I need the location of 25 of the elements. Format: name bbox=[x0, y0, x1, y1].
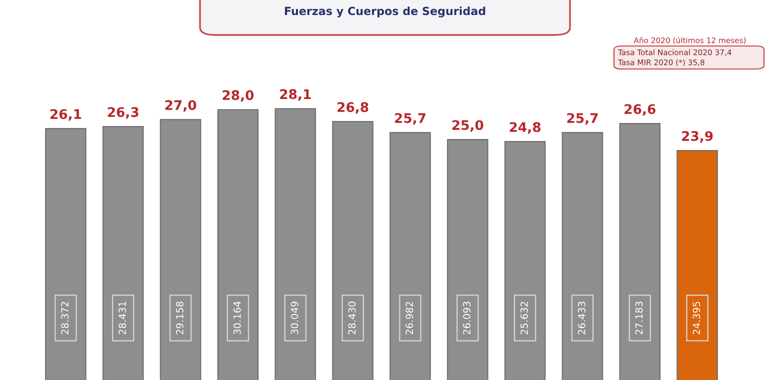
data-label: 27,0 bbox=[165, 100, 196, 112]
annotation: 30.049 bbox=[290, 302, 298, 334]
data-label: 26,3 bbox=[108, 107, 138, 119]
data-label: 26,6 bbox=[624, 104, 656, 116]
annotation: 25.632 bbox=[520, 302, 528, 334]
chart-title: Fuerzas y Cuerpos de Seguridad bbox=[284, 6, 486, 18]
annotation: 28.372 bbox=[61, 302, 69, 334]
annotation: 27.183 bbox=[635, 302, 643, 334]
annotation: 30.164 bbox=[233, 302, 241, 334]
data-label: 24,8 bbox=[510, 122, 540, 134]
annotation: 26.093 bbox=[463, 302, 470, 334]
data-label: 25,7 bbox=[394, 113, 426, 125]
annotation: 29.158 bbox=[176, 302, 184, 334]
annotation: 28.430 bbox=[348, 302, 356, 334]
data-label: 26,8 bbox=[338, 102, 368, 114]
data-label: 25,0 bbox=[452, 120, 484, 132]
annotation: 26.982 bbox=[406, 302, 414, 334]
data-label: 26,1 bbox=[50, 109, 82, 121]
data-label: 25,7 bbox=[567, 113, 598, 125]
annotation: 24.395 bbox=[692, 302, 700, 334]
data-label: 28,1 bbox=[280, 89, 311, 101]
data-label: 23,9 bbox=[682, 131, 713, 143]
data-label: 28,0 bbox=[222, 90, 254, 102]
annotation: 28.431 bbox=[118, 302, 126, 334]
annotation: 26.433 bbox=[578, 302, 586, 334]
